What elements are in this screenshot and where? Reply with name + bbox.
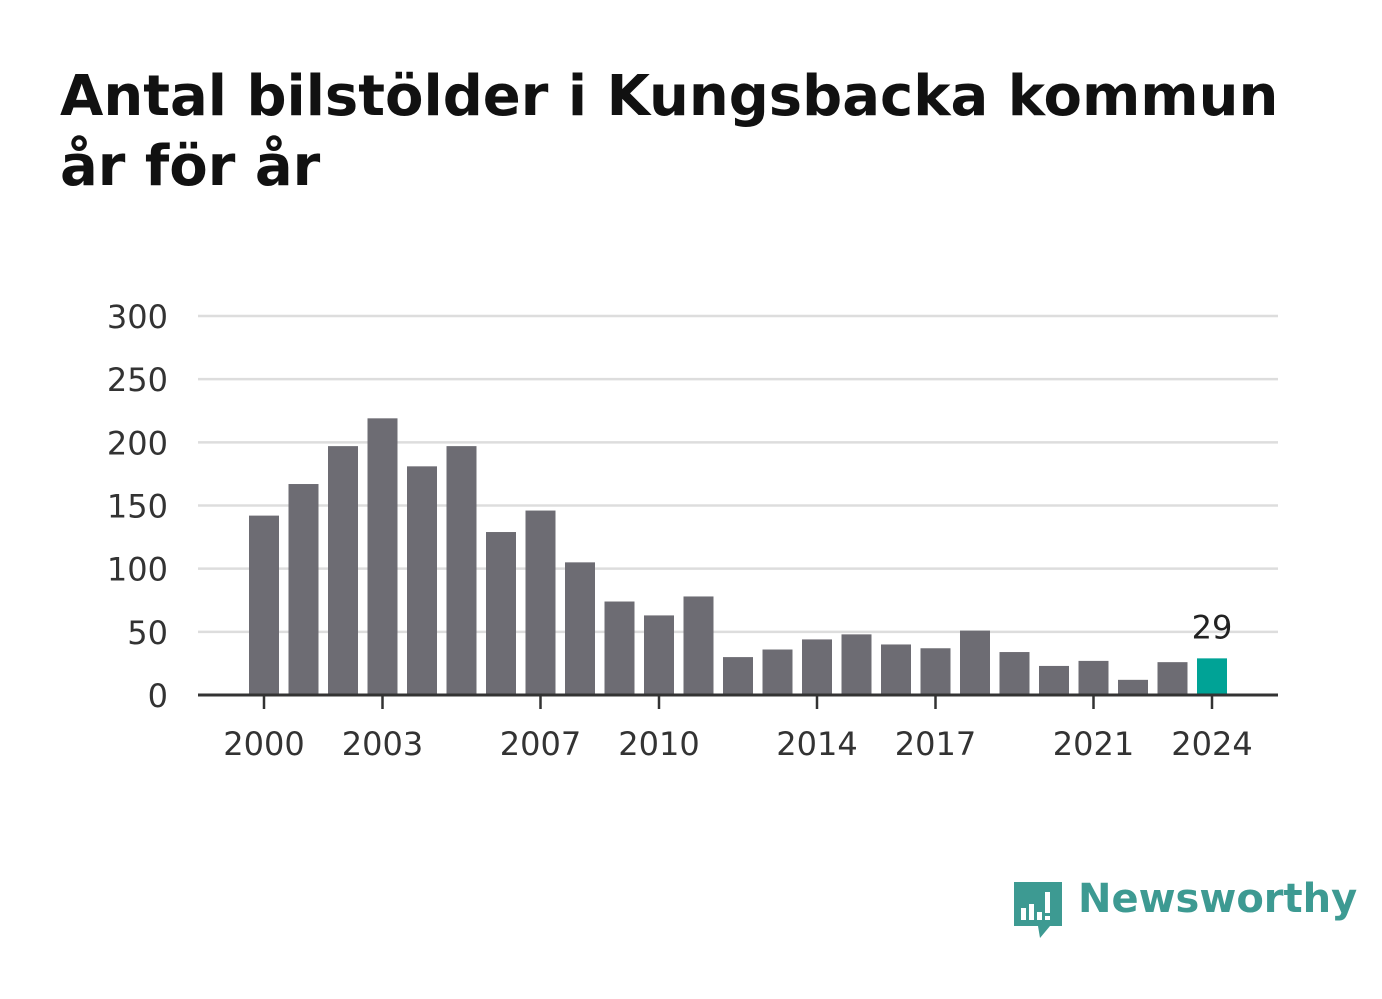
x-tick-label: 2003 <box>342 725 423 763</box>
x-axis <box>198 693 1278 709</box>
bar-2015 <box>841 634 872 695</box>
bar-2006 <box>486 532 516 695</box>
bar-2013 <box>762 649 793 695</box>
bar-2005 <box>446 446 477 695</box>
bar-2020 <box>1039 665 1069 695</box>
brand-name: Newsworthy <box>1078 876 1358 922</box>
bar-2023 <box>1157 662 1188 695</box>
bar-2014 <box>802 639 832 695</box>
x-tick-label: 2014 <box>776 725 857 763</box>
x-tick-label: 2024 <box>1171 725 1252 763</box>
newsworthy-logo-icon <box>1014 882 1062 938</box>
x-tick-label: 2007 <box>500 725 581 763</box>
x-tick-label: 2000 <box>223 725 304 763</box>
bar-2021 <box>1078 660 1109 695</box>
x-tick-label: 2010 <box>618 725 699 763</box>
bar-2004 <box>407 466 437 695</box>
bar-2024 <box>1197 658 1227 695</box>
gridlines <box>198 314 1278 634</box>
bar-2012 <box>723 657 753 695</box>
bar-2007 <box>525 510 556 695</box>
bar-2009 <box>604 601 635 695</box>
bar-2018 <box>960 630 990 695</box>
x-tick-label: 2021 <box>1053 725 1134 763</box>
y-axis-tick-labels: 0 50 100 150 200 250 300 <box>107 298 168 715</box>
x-tick-label: 2017 <box>895 725 976 763</box>
y-tick-label: 200 <box>107 424 168 462</box>
y-tick-label: 100 <box>107 551 168 589</box>
bar-2016 <box>881 644 911 695</box>
y-tick-label: 0 <box>148 677 168 715</box>
y-tick-label: 250 <box>107 361 168 399</box>
bar-2001 <box>288 484 319 695</box>
data-labels: 29 <box>1192 608 1233 646</box>
bar-2022 <box>1118 679 1148 695</box>
bar-2003 <box>367 418 398 695</box>
bar-2000 <box>249 515 279 695</box>
y-tick-label: 150 <box>107 488 168 526</box>
bar-2017 <box>920 648 951 695</box>
y-tick-label: 300 <box>107 298 168 336</box>
bar-2019 <box>999 652 1030 695</box>
bar-2011 <box>683 596 714 695</box>
data-label-2024: 29 <box>1192 608 1233 646</box>
bar-2008 <box>565 562 595 695</box>
y-tick-label: 50 <box>127 614 168 652</box>
bar-2010 <box>644 615 674 695</box>
chart-title: Antal bilstölder i Kungsbacka kommun år … <box>60 64 1279 199</box>
x-axis-tick-labels: 2000 2003 2007 2010 2014 2017 2021 2024 <box>223 725 1252 763</box>
bars <box>249 418 1227 695</box>
bar-2002 <box>328 446 358 695</box>
